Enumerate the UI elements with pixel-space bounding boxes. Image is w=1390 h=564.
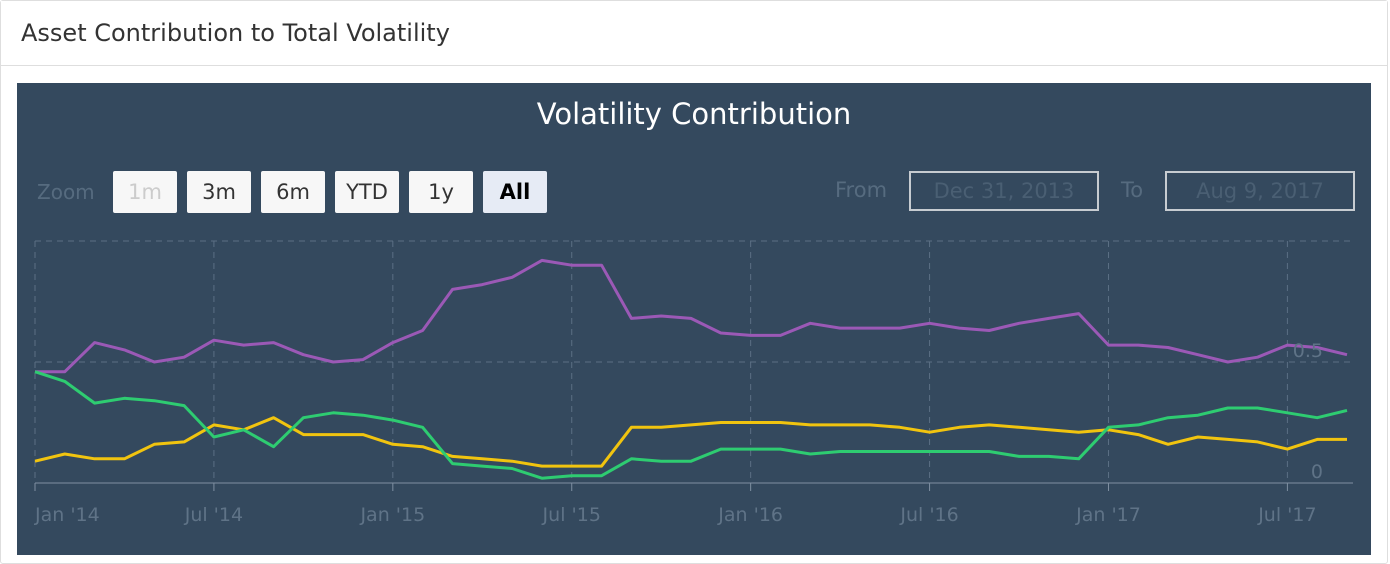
x-tick-label: Jan '15 — [359, 504, 425, 526]
zoom-label: Zoom — [37, 180, 95, 204]
series-line-yellow — [34, 416, 1347, 468]
panel-header: Asset Contribution to Total Volatility — [1, 1, 1387, 66]
x-tick-label: Jul '17 — [1257, 504, 1316, 526]
x-tick-label: Jan '14 — [34, 504, 100, 526]
to-date-input[interactable]: Aug 9, 2017 — [1165, 171, 1355, 211]
chart-title: Volatility Contribution — [536, 97, 852, 131]
x-tick-label: Jan '17 — [1075, 504, 1141, 526]
zoom-1m-button[interactable]: 1m — [113, 171, 177, 213]
x-tick-label: Jan '16 — [717, 504, 783, 526]
zoom-ytd-button[interactable]: YTD — [335, 171, 399, 213]
zoom-6m-button[interactable]: 6m — [261, 171, 325, 213]
y-tick-label: 0 — [1311, 461, 1323, 483]
x-tick-label: Jul '16 — [899, 504, 958, 526]
from-label: From — [835, 178, 888, 202]
zoom-3m-button[interactable]: 3m — [187, 171, 251, 213]
x-tick-label: Jul '14 — [184, 504, 243, 526]
zoom-1y-button[interactable]: 1y — [409, 171, 473, 213]
series-line-green — [34, 370, 1348, 480]
x-tick-label: Jul '15 — [542, 504, 601, 526]
from-date-input[interactable]: Dec 31, 2013 — [909, 171, 1099, 211]
series-line-purple — [35, 258, 1348, 374]
chart-container: Volatility Contribution Zoom 1m 3m 6m YT… — [17, 83, 1371, 555]
to-label: To — [1121, 178, 1144, 202]
panel-title: Asset Contribution to Total Volatility — [21, 19, 450, 47]
line-plot: 0 0.5 Jan '14 Jul '14 Jan '15 Jul '15 Jan '16 J… — [34, 240, 1353, 526]
y-tick-label: 0.5 — [1293, 340, 1323, 362]
zoom-all-button[interactable]: All — [483, 171, 547, 213]
